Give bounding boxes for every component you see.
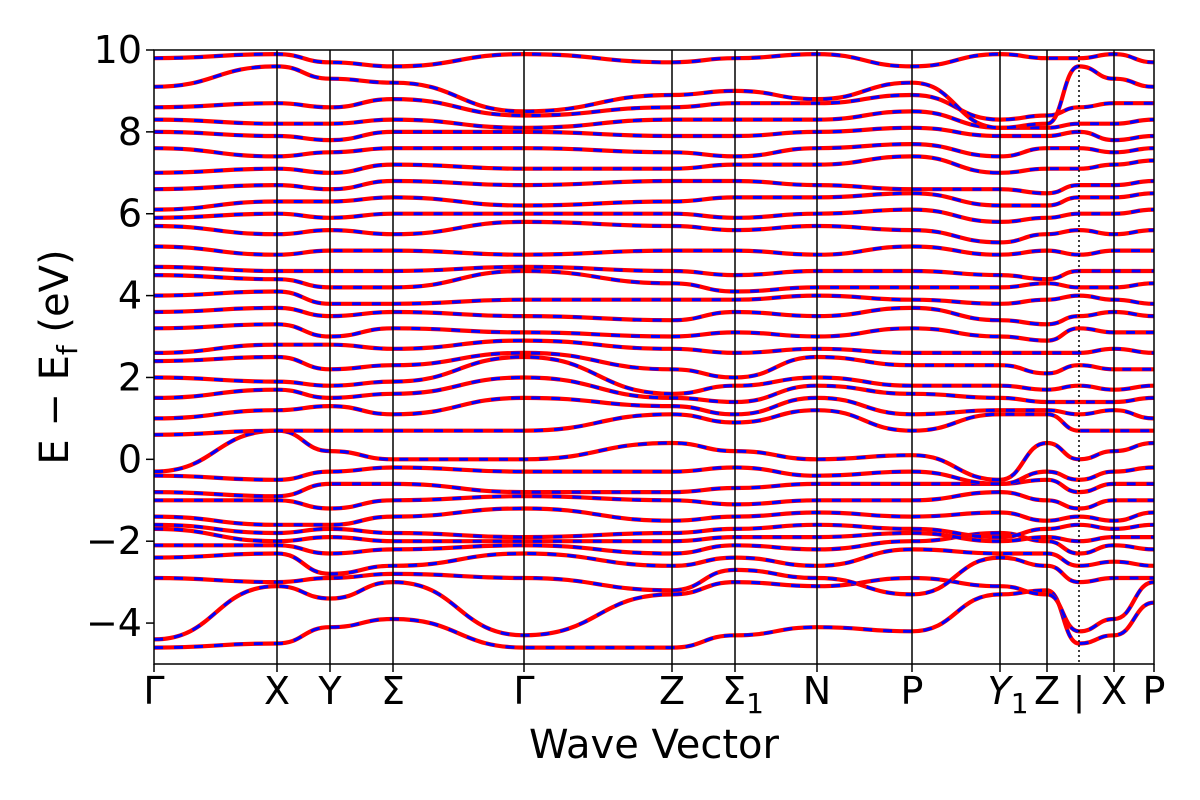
- y-tick-label: 4: [118, 274, 142, 318]
- band-line-solid: [154, 264, 1154, 282]
- band-line-solid: [154, 52, 1154, 69]
- x-tick-label: N: [803, 669, 831, 713]
- y-axis-title: E − Ef (eV): [32, 249, 84, 464]
- x-tick-label: Σ1: [722, 669, 764, 720]
- band-line-solid: [154, 289, 1154, 306]
- x-tick-label: Y: [317, 669, 342, 713]
- band-line-dashed: [154, 429, 1154, 482]
- x-tick-label: Y1: [987, 669, 1028, 720]
- band-line-solid: [154, 575, 1154, 642]
- x-tick-label: P: [901, 669, 924, 713]
- x-tick-label: |: [1073, 669, 1086, 714]
- band-line-solid: [154, 350, 1154, 380]
- kpoint-divider-lines: [276, 50, 1115, 664]
- x-tick-label: Γ: [513, 669, 534, 713]
- band-line-solid: [154, 109, 1154, 130]
- y-tick-label: 8: [118, 110, 142, 154]
- band-line-dashed: [154, 52, 1154, 68]
- y-axis-ticks: −4 −2 0 2 4 6 8 10: [86, 28, 154, 645]
- band-line-dashed: [154, 154, 1154, 175]
- band-line-solid: [154, 338, 1154, 356]
- y-tick-label: 0: [118, 437, 142, 481]
- band-line-solid: [154, 588, 1154, 650]
- band-line-dashed: [154, 588, 1154, 650]
- y-tick-label: 6: [118, 192, 142, 236]
- x-tick-label: Σ: [381, 669, 405, 713]
- x-tick-label: Z: [659, 669, 685, 713]
- band-line-solid: [154, 506, 1154, 527]
- x-tick-label: Γ: [143, 669, 164, 713]
- band-line-solid: [154, 305, 1154, 327]
- band-line-dashed: [154, 306, 1154, 326]
- y-tick-label: −2: [86, 519, 142, 563]
- x-axis-ticks: Γ X Y Σ Γ Z Σ1 N P Y1 Z | X P: [143, 664, 1165, 720]
- x-tick-label: Z: [1034, 669, 1060, 713]
- y-tick-label: 10: [94, 28, 142, 72]
- band-line-solid: [154, 322, 1154, 343]
- x-tick-label: X: [1101, 669, 1127, 713]
- band-line-dashed: [154, 556, 1154, 596]
- band-line-solid: [154, 154, 1154, 175]
- band-line-solid: [154, 178, 1154, 196]
- x-tick-label: P: [1143, 669, 1166, 713]
- x-axis-title: Wave Vector: [529, 722, 780, 768]
- band-line-dashed: [154, 64, 1154, 130]
- y-tick-label: −4: [86, 601, 142, 645]
- plot-frame: [153, 49, 1155, 665]
- bands-layer: [154, 52, 1154, 650]
- band-line-dashed: [154, 355, 1154, 396]
- band-line-solid: [154, 207, 1154, 224]
- band-line-solid: [154, 142, 1154, 159]
- band-line-solid: [154, 408, 1154, 437]
- y-tick-label: 2: [118, 355, 142, 399]
- x-tick-label: X: [264, 669, 290, 713]
